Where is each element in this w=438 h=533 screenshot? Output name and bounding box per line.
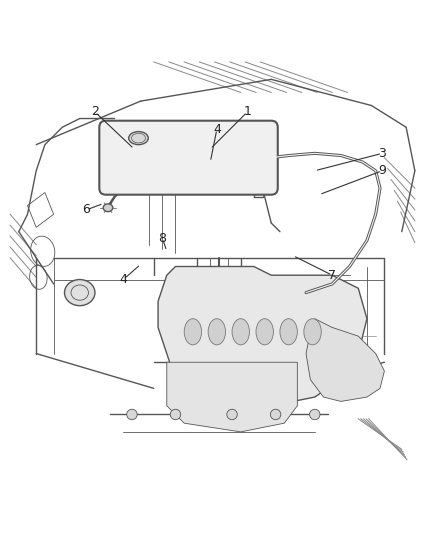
Ellipse shape <box>184 319 201 345</box>
Text: 2: 2 <box>91 106 99 118</box>
Text: 8: 8 <box>159 232 166 245</box>
Polygon shape <box>167 362 297 432</box>
Text: 6: 6 <box>82 204 90 216</box>
Circle shape <box>170 409 181 419</box>
Text: 9: 9 <box>378 164 386 177</box>
Ellipse shape <box>129 132 148 144</box>
Text: 7: 7 <box>328 269 336 282</box>
Circle shape <box>227 409 237 419</box>
Ellipse shape <box>103 204 113 212</box>
Text: 3: 3 <box>378 147 386 160</box>
Text: 4: 4 <box>119 273 127 286</box>
Ellipse shape <box>232 319 250 345</box>
Polygon shape <box>158 266 367 406</box>
FancyBboxPatch shape <box>99 120 278 195</box>
Text: 1: 1 <box>244 106 251 118</box>
Text: 4: 4 <box>213 123 221 136</box>
Ellipse shape <box>256 319 273 345</box>
Ellipse shape <box>208 319 226 345</box>
Circle shape <box>310 409 320 419</box>
Ellipse shape <box>64 279 95 305</box>
Circle shape <box>127 409 137 419</box>
Ellipse shape <box>280 319 297 345</box>
Ellipse shape <box>304 319 321 345</box>
Polygon shape <box>306 319 385 401</box>
Circle shape <box>270 409 281 419</box>
